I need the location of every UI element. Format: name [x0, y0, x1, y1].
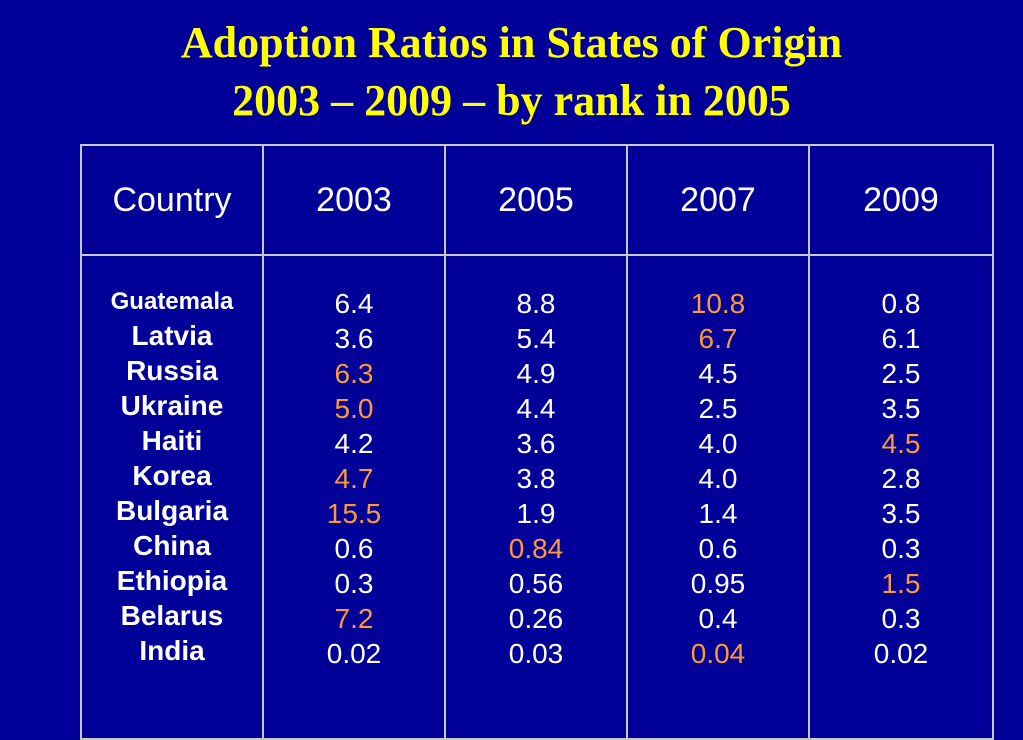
title-line-1: Adoption Ratios in States of Origin — [180, 18, 843, 67]
ratio-value: 5.0 — [334, 393, 374, 424]
ratio-value: 6.7 — [698, 323, 738, 354]
ratio-value: 0.3 — [881, 533, 921, 564]
ratio-value: 4.2 — [334, 428, 374, 459]
ratio-value: 0.3 — [881, 603, 921, 634]
table-header-row: Country 2003 2005 2007 2009 — [80, 144, 994, 256]
ratio-value: 0.03 — [508, 638, 564, 669]
ratio-value: 4.0 — [698, 463, 738, 494]
country-name: Latvia — [131, 320, 213, 351]
country-name: India — [139, 635, 205, 666]
country-name: Ethiopia — [116, 565, 228, 596]
ratio-value: 0.3 — [334, 568, 374, 599]
ratio-value: 1.9 — [516, 498, 556, 529]
ratio-value: 0.26 — [508, 603, 564, 634]
country-name: Belarus — [120, 600, 224, 631]
ratio-value: 0.02 — [873, 638, 929, 669]
ratio-value: 2.5 — [698, 393, 738, 424]
ratio-value: 6.4 — [334, 288, 374, 319]
slide-title: Adoption Ratios in States of Origin 2003… — [0, 14, 1023, 130]
ratio-value: 4.9 — [516, 358, 556, 389]
country-name: Haiti — [141, 425, 203, 456]
values-column-2009: 0.8 6.1 2.5 3.5 4.5 2.8 3.5 0.3 1.5 0.3 0.02 — [808, 254, 994, 740]
ratio-value: 4.0 — [698, 428, 738, 459]
ratio-value: 0.6 — [334, 533, 374, 564]
ratio-value: 3.5 — [881, 393, 921, 424]
ratio-value: 7.2 — [334, 603, 374, 634]
title-line-2: 2003 – 2009 – by rank in 2005 — [232, 76, 791, 125]
ratio-value: 1.4 — [698, 498, 738, 529]
country-name: Bulgaria — [115, 495, 229, 526]
ratio-value: 0.56 — [508, 568, 564, 599]
ratio-value: 0.4 — [698, 603, 738, 634]
ratio-value: 6.1 — [881, 323, 921, 354]
table-body-row: Guatemala Latvia Russia Ukraine Haiti Korea Bu… — [80, 254, 994, 740]
ratio-value: 4.4 — [516, 393, 556, 424]
header-2009: 2009 — [808, 144, 994, 256]
values-column-2003: 6.4 3.6 6.3 5.0 4.2 4.7 15.5 0.6 0.3 7.2 0.02 — [262, 254, 446, 740]
ratio-value: 0.02 — [326, 638, 382, 669]
ratio-value: 8.8 — [516, 288, 556, 319]
ratio-value: 0.8 — [881, 288, 921, 319]
ratio-value: 5.4 — [516, 323, 556, 354]
country-name: Ukraine — [120, 390, 224, 421]
country-name: Guatemala — [110, 288, 234, 315]
values-column-2005: 8.8 5.4 4.9 4.4 3.6 3.8 1.9 0.84 0.56 0.26 0.03 — [444, 254, 628, 740]
ratio-value: 6.3 — [334, 358, 374, 389]
ratio-value: 10.8 — [690, 288, 746, 319]
ratio-value: 0.04 — [690, 638, 746, 669]
ratio-value: 4.5 — [881, 428, 921, 459]
country-name: China — [133, 530, 211, 561]
ratio-value: 1.5 — [881, 568, 921, 599]
ratio-value: 4.7 — [334, 463, 374, 494]
ratio-value: 3.6 — [516, 428, 556, 459]
country-name: Korea — [132, 460, 212, 491]
ratio-value: 0.6 — [698, 533, 738, 564]
header-country: Country — [80, 144, 264, 256]
ratio-value: 3.8 — [516, 463, 556, 494]
ratio-value: 3.6 — [334, 323, 374, 354]
ratio-value: 0.84 — [508, 533, 564, 564]
country-column: Guatemala Latvia Russia Ukraine Haiti Korea Bu… — [80, 254, 264, 740]
header-2007: 2007 — [626, 144, 810, 256]
ratio-value: 2.8 — [881, 463, 921, 494]
ratio-value: 4.5 — [698, 358, 738, 389]
header-2005: 2005 — [444, 144, 628, 256]
values-column-2007: 10.8 6.7 4.5 2.5 4.0 4.0 1.4 0.6 0.95 0.4 0.04 — [626, 254, 810, 740]
adoption-ratio-table: Country 2003 2005 2007 2009 Guatemala Lat… — [80, 144, 994, 740]
ratio-value: 15.5 — [326, 498, 382, 529]
header-2003: 2003 — [262, 144, 446, 256]
ratio-value: 0.95 — [690, 568, 746, 599]
ratio-value: 3.5 — [881, 498, 921, 529]
ratio-value: 2.5 — [881, 358, 921, 389]
country-name: Russia — [126, 355, 218, 386]
